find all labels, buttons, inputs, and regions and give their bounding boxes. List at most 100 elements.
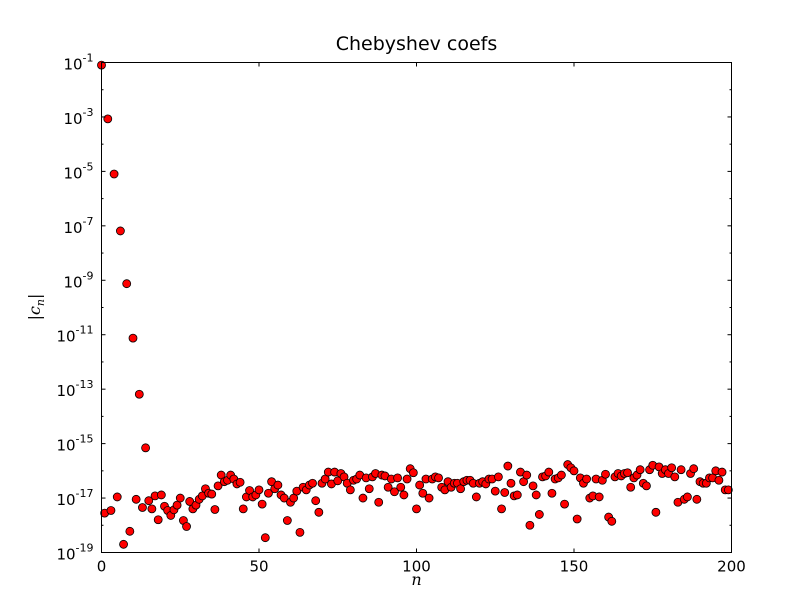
data-point xyxy=(415,480,425,490)
data-point xyxy=(560,499,569,509)
data-point xyxy=(358,493,368,503)
data-point xyxy=(333,476,343,486)
data-point xyxy=(714,475,724,485)
y-tick-label: 10-9 xyxy=(63,269,93,291)
y-tick-exponent: -3 xyxy=(83,106,94,119)
data-point xyxy=(295,527,305,537)
data-point xyxy=(103,114,113,124)
data-point xyxy=(257,499,267,509)
y-axis-label-right: | xyxy=(25,294,44,299)
y-tick-label: 10-5 xyxy=(63,160,93,182)
data-point xyxy=(522,470,532,480)
x-axis-label: n xyxy=(411,570,421,589)
data-point xyxy=(156,490,166,500)
y-axis-label-left: |c xyxy=(25,306,44,320)
y-tick-label: 10-7 xyxy=(63,215,93,237)
data-point xyxy=(383,482,393,492)
x-tick-label: 150 xyxy=(560,558,589,576)
data-point xyxy=(279,493,289,503)
plot-area-frame xyxy=(101,62,732,553)
y-tick-base: 10 xyxy=(63,219,82,237)
y-tick-base: 10 xyxy=(56,437,75,455)
data-point xyxy=(390,487,399,497)
data-point xyxy=(109,169,119,179)
data-point xyxy=(213,481,223,491)
data-point xyxy=(308,478,317,488)
data-point xyxy=(642,481,651,491)
data-point xyxy=(235,477,245,487)
data-point xyxy=(141,443,151,453)
data-point xyxy=(153,515,163,525)
y-axis-label-subscript: n xyxy=(34,299,47,306)
y-tick-label: 10-15 xyxy=(56,433,93,455)
y-tick-label: 10-3 xyxy=(63,106,93,128)
y-tick-label: 10-11 xyxy=(56,324,93,346)
data-point xyxy=(106,506,116,515)
data-point xyxy=(125,526,135,536)
data-point xyxy=(408,468,418,478)
data-point xyxy=(434,473,443,483)
data-point xyxy=(396,482,406,492)
y-tick-base: 10 xyxy=(63,273,82,291)
data-point xyxy=(273,480,283,490)
data-point xyxy=(528,481,538,491)
data-point xyxy=(601,469,610,479)
data-point xyxy=(314,507,324,517)
data-point xyxy=(175,493,185,503)
data-markers xyxy=(97,60,733,549)
x-tick-label: 100 xyxy=(402,558,431,576)
y-tick-exponent: -5 xyxy=(83,160,94,173)
data-point xyxy=(207,489,217,499)
x-tick-label: 50 xyxy=(249,558,268,576)
data-point xyxy=(689,464,699,474)
data-point xyxy=(182,522,191,531)
data-point xyxy=(607,516,617,526)
y-tick-exponent: -1 xyxy=(83,52,94,65)
data-point xyxy=(676,465,686,475)
data-point xyxy=(122,279,132,289)
data-point xyxy=(116,226,125,236)
y-tick-base: 10 xyxy=(56,328,75,346)
data-point xyxy=(557,470,566,480)
data-point xyxy=(490,486,500,496)
y-tick-exponent: -9 xyxy=(83,269,94,282)
data-point xyxy=(493,472,503,482)
y-tick-label: 10-13 xyxy=(56,378,93,400)
data-point xyxy=(503,461,513,471)
data-point xyxy=(531,490,541,500)
data-point xyxy=(594,492,604,502)
y-tick-label: 10-17 xyxy=(56,487,93,509)
data-point xyxy=(311,496,321,506)
data-point xyxy=(683,492,692,502)
data-point xyxy=(112,492,122,502)
data-point xyxy=(238,504,248,514)
data-point xyxy=(723,485,733,495)
data-point xyxy=(670,472,680,482)
data-point xyxy=(374,497,384,507)
data-point xyxy=(147,504,157,514)
y-tick-label: 10-19 xyxy=(56,542,93,564)
y-tick-base: 10 xyxy=(56,491,75,509)
data-point xyxy=(717,467,727,477)
data-point xyxy=(506,478,516,488)
y-tick-exponent: -7 xyxy=(83,215,94,228)
data-point xyxy=(119,539,128,549)
data-point xyxy=(134,389,144,399)
data-point xyxy=(412,504,421,514)
data-point xyxy=(547,488,557,498)
data-point xyxy=(210,505,220,514)
data-point xyxy=(569,466,579,476)
y-tick-base: 10 xyxy=(63,110,82,128)
x-tick-label: 200 xyxy=(717,558,746,576)
data-point xyxy=(667,463,677,473)
data-point xyxy=(582,474,591,484)
data-point xyxy=(626,482,636,492)
data-point xyxy=(264,488,273,498)
chart-title: Chebyshev coefs xyxy=(336,33,498,55)
y-tick-exponent: -17 xyxy=(76,487,94,500)
data-point xyxy=(635,465,645,475)
tick-labels: 0 50 100 150 20010-110-310-510-710-910-1110-… xyxy=(56,52,745,576)
data-point xyxy=(399,490,409,500)
